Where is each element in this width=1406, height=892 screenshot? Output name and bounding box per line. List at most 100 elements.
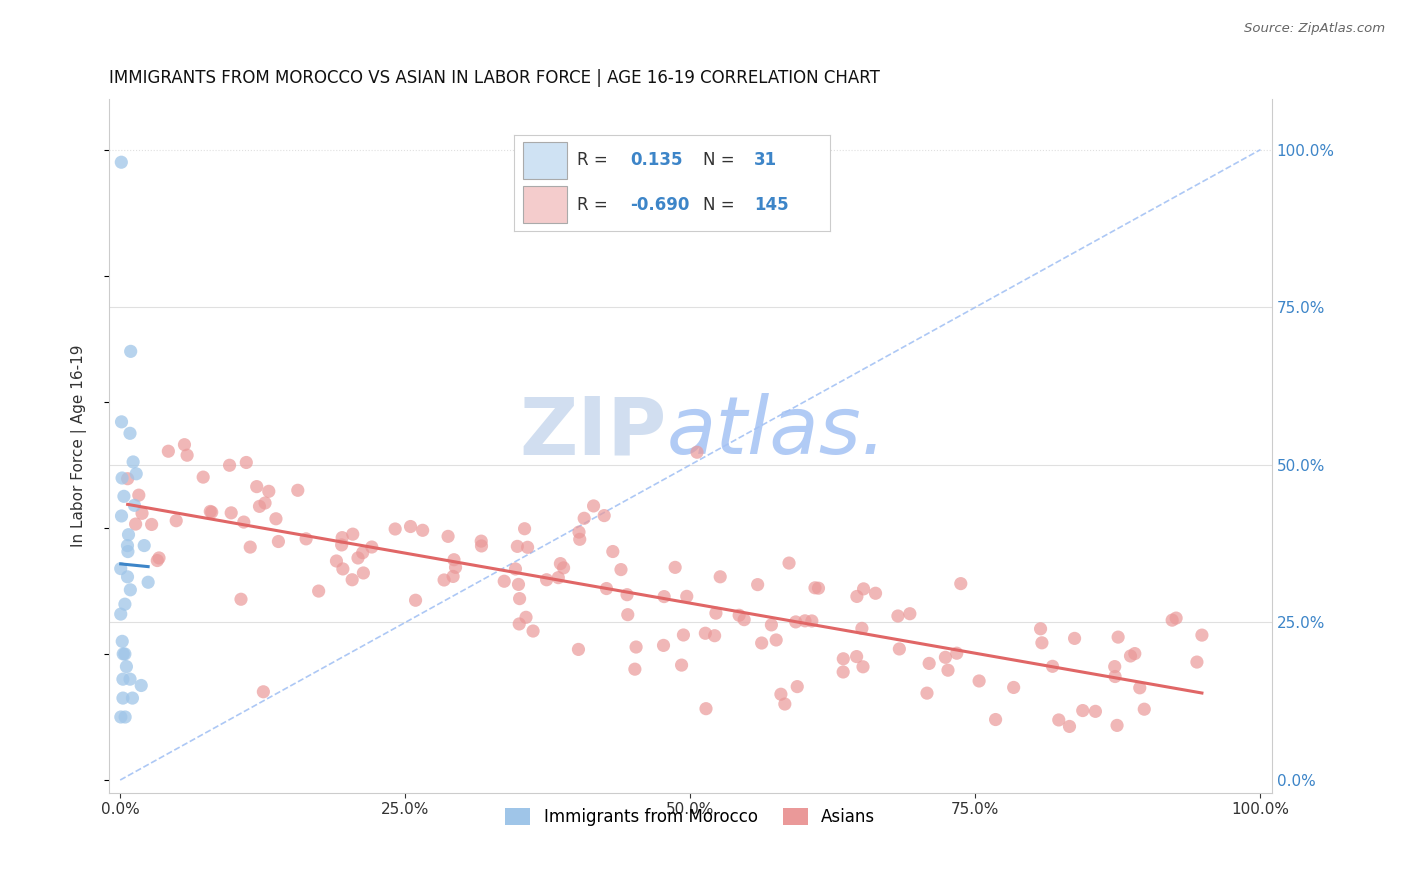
Point: [441, 569, 464, 583]
Point: [1063, 632, 1085, 646]
Point: [124, 499, 146, 513]
Point: [1031, 636, 1053, 650]
Point: [652, 639, 675, 653]
Point: [111, 634, 134, 648]
Point: [200, 504, 222, 518]
Point: [405, 593, 427, 607]
Point: [437, 529, 460, 543]
Point: [120, 344, 142, 359]
Point: [444, 560, 467, 574]
Point: [110, 710, 132, 724]
Point: [115, 659, 138, 673]
Point: [229, 592, 252, 607]
Point: [232, 515, 254, 529]
Point: [508, 577, 530, 591]
Point: [173, 438, 195, 452]
Point: [624, 662, 647, 676]
Point: [509, 591, 531, 606]
Point: [515, 610, 537, 624]
Point: [845, 649, 868, 664]
Point: [536, 573, 558, 587]
Point: [352, 566, 374, 580]
Point: [794, 614, 817, 628]
Point: [686, 445, 709, 459]
Point: [122, 455, 145, 469]
Text: 31: 31: [754, 152, 778, 169]
Point: [1191, 628, 1213, 642]
Point: [616, 588, 638, 602]
Text: Source: ZipAtlas.com: Source: ZipAtlas.com: [1244, 22, 1385, 36]
Point: [508, 616, 530, 631]
Point: [330, 531, 353, 545]
Point: [568, 525, 591, 540]
Point: [399, 519, 422, 533]
Point: [967, 673, 990, 688]
Point: [582, 499, 605, 513]
Point: [671, 658, 693, 673]
Point: [1047, 713, 1070, 727]
Point: [117, 539, 139, 553]
Point: [553, 561, 575, 575]
Point: [117, 472, 139, 486]
Point: [239, 540, 262, 554]
Point: [110, 415, 132, 429]
Text: N =: N =: [703, 152, 740, 169]
Point: [148, 551, 170, 566]
Point: [984, 713, 1007, 727]
Point: [672, 628, 695, 642]
Point: [949, 576, 972, 591]
Text: IMMIGRANTS FROM MOROCCO VS ASIAN IN LABOR FORCE | AGE 16-19 CORRELATION CHART: IMMIGRANTS FROM MOROCCO VS ASIAN IN LABO…: [108, 69, 880, 87]
Point: [308, 584, 330, 599]
Point: [1029, 622, 1052, 636]
Point: [851, 621, 873, 635]
Point: [610, 563, 633, 577]
Point: [118, 426, 141, 441]
Text: ZIP: ZIP: [520, 393, 666, 471]
Point: [193, 470, 215, 484]
Point: [218, 458, 240, 473]
Point: [332, 562, 354, 576]
Point: [865, 586, 887, 600]
Point: [934, 650, 956, 665]
Point: [568, 533, 591, 547]
Point: [1161, 613, 1184, 627]
Point: [347, 551, 370, 566]
Point: [110, 155, 132, 169]
Text: N =: N =: [703, 195, 740, 214]
Point: [593, 508, 616, 523]
Point: [778, 556, 800, 570]
Point: [1123, 647, 1146, 661]
Point: [1104, 659, 1126, 673]
Point: [832, 665, 855, 679]
Point: [128, 488, 150, 502]
Point: [733, 613, 755, 627]
Point: [110, 561, 132, 575]
Point: [845, 590, 868, 604]
Point: [652, 590, 675, 604]
Point: [264, 512, 287, 526]
Point: [117, 527, 139, 541]
Point: [915, 686, 938, 700]
Point: [124, 517, 146, 532]
Text: -0.690: -0.690: [630, 195, 690, 214]
Point: [295, 532, 318, 546]
Point: [786, 680, 808, 694]
Point: [804, 581, 827, 595]
Point: [246, 480, 269, 494]
Point: [1105, 718, 1128, 732]
Point: [936, 663, 959, 677]
Point: [267, 534, 290, 549]
Point: [785, 615, 807, 629]
Point: [898, 607, 921, 621]
Point: [1119, 648, 1142, 663]
FancyBboxPatch shape: [523, 186, 567, 223]
Point: [235, 455, 257, 469]
Point: [112, 647, 135, 661]
Point: [287, 483, 309, 498]
Point: [1042, 659, 1064, 673]
Point: [852, 582, 875, 596]
Point: [624, 640, 647, 654]
Point: [114, 647, 136, 661]
Point: [111, 691, 134, 706]
Point: [141, 517, 163, 532]
